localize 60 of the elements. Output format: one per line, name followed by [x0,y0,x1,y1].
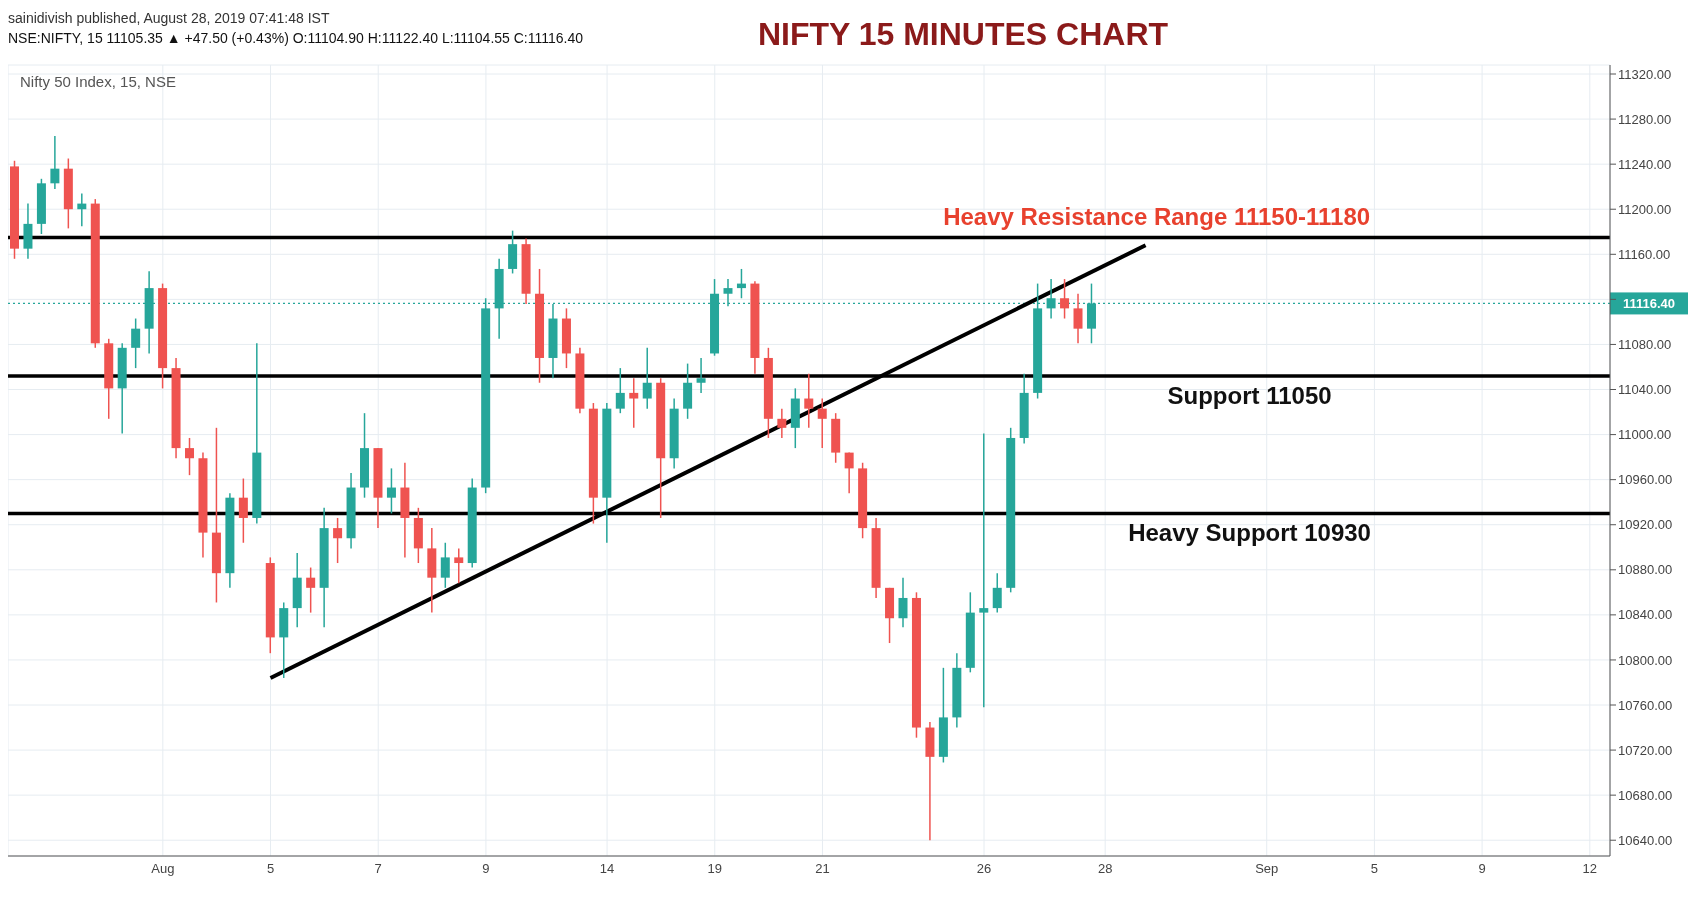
candlestick [386,467,396,515]
y-tick-label: 11080.00 [1618,337,1672,353]
candlestick [804,372,814,429]
candlestick [1073,292,1083,345]
y-tick-label: 11000.00 [1618,427,1672,443]
candlestick [238,477,248,544]
candlestick [696,357,706,394]
y-tick-label: 10680.00 [1618,787,1673,803]
y-tick-label: 10840.00 [1618,607,1673,623]
candlestick [131,317,141,369]
y-tick-label: 11320.00 [1618,66,1672,82]
candlestick [454,547,464,585]
candlestick [306,566,316,614]
y-tick-label: 10920.00 [1618,517,1673,533]
y-tick-label: 10960.00 [1618,472,1673,488]
y-tick-label: 10720.00 [1618,742,1673,758]
ref-line-label: 11116.40 [1622,296,1676,312]
x-tick-label: 9 [482,861,490,877]
candlestick [185,437,195,476]
candlestick [844,451,854,494]
x-tick-label: 12 [1582,861,1598,877]
x-tick-label: 5 [1370,861,1379,877]
x-tick-label: 21 [815,861,830,877]
candlestick [1060,278,1070,320]
y-tick-label: 10880.00 [1618,562,1673,578]
candlestick [333,517,343,564]
y-tick-label: 11280.00 [1618,111,1672,127]
x-tick-label: 9 [1478,861,1486,877]
text: sainidivish published, August 28, 2019 07:41:48 IST [8,10,330,26]
candlestick [615,367,625,414]
y-tick-label: 11160.00 [1618,246,1671,262]
y-tick-label: 10800.00 [1618,652,1673,668]
y-tick-label: 11200.00 [1618,201,1672,217]
x-tick-label: Aug [151,861,175,877]
candlestick [440,542,450,589]
text: Nifty 50 Index, 15, NSE [20,73,176,90]
x-tick-label: 5 [266,861,275,877]
ref-line-label: Support 11050 [1167,381,1332,409]
candlestick [817,397,827,449]
ref-line-label: Heavy Support 10930 [1128,519,1371,547]
text: NSE:NIFTY, 15 11105.35 ▲ +47.50 (+0.43%) O:11104.90 H:11122.40 L:11104.55 C:11116.40 [8,30,584,46]
chart-title: NIFTY 15 MINUTES CHART [756,16,1170,53]
candlestick [1046,278,1056,320]
candlestick [629,377,639,429]
candlestick [992,572,1002,614]
candlestick [50,135,60,190]
x-tick-label: 14 [599,861,615,877]
y-tick-label: 11240.00 [1618,156,1672,172]
y-tick-label: 11040.00 [1618,382,1672,398]
candlestick [898,576,908,629]
x-tick-label: 28 [1097,861,1113,877]
candlestick [777,407,787,439]
x-tick-label: 7 [374,861,382,877]
candlestick [642,347,652,410]
ref-line-label: Heavy Resistance Range 11150-11180 [943,203,1371,231]
y-tick-label: 10640.00 [1618,832,1673,848]
x-tick-label: 19 [707,861,722,877]
x-tick-label: Sep [1255,861,1279,877]
x-tick-label: 26 [976,861,992,877]
y-tick-label: 10760.00 [1618,697,1673,713]
